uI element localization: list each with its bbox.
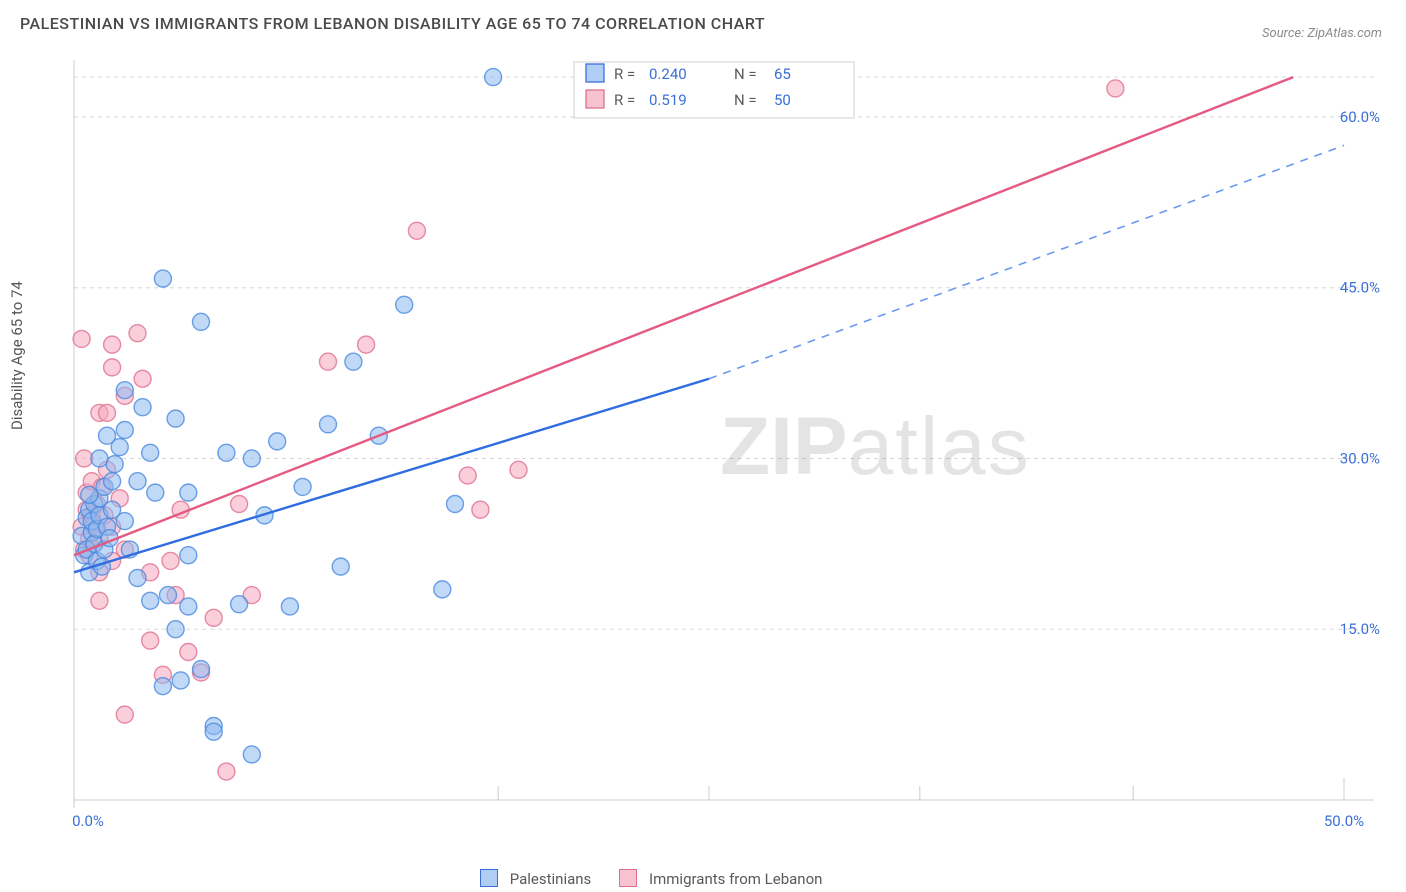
legend-label: Immigrants from Lebanon: [649, 870, 822, 888]
svg-text:60.0%: 60.0%: [1340, 108, 1380, 126]
legend-item-palestinians: Palestinians: [480, 869, 591, 888]
legend-swatch-blue: [480, 869, 498, 887]
svg-text:50.0%: 50.0%: [1324, 812, 1364, 830]
svg-text:N =: N =: [734, 65, 757, 83]
svg-text:N =: N =: [734, 91, 757, 109]
svg-text:R =: R =: [614, 91, 635, 109]
svg-text:50: 50: [774, 91, 791, 109]
bottom-legend: Palestinians Immigrants from Lebanon: [480, 869, 822, 888]
svg-text:0.0%: 0.0%: [72, 812, 104, 830]
scatter-chart-svg: R = 0.240 N = 65 R = 0.519 N = 50 15.0% 30.0% 45…: [44, 60, 1384, 840]
svg-text:30.0%: 30.0%: [1340, 449, 1380, 467]
svg-text:R =: R =: [614, 65, 635, 83]
source-label: Source: ZipAtlas.com: [1262, 26, 1382, 41]
svg-text:65: 65: [774, 65, 791, 83]
svg-text:45.0%: 45.0%: [1340, 279, 1380, 297]
legend-label: Palestinians: [510, 870, 592, 888]
legend-swatch-pink: [619, 869, 637, 887]
svg-text:15.0%: 15.0%: [1340, 620, 1380, 638]
chart-area: R = 0.240 N = 65 R = 0.519 N = 50 15.0% 30.0% 45…: [44, 60, 1384, 840]
y-axis-label: Disability Age 65 to 74: [8, 281, 26, 430]
chart-title: PALESTINIAN VS IMMIGRANTS FROM LEBANON D…: [20, 14, 1386, 33]
svg-text:0.240: 0.240: [649, 65, 687, 83]
svg-text:0.519: 0.519: [649, 91, 687, 109]
legend-item-lebanon: Immigrants from Lebanon: [619, 869, 822, 888]
